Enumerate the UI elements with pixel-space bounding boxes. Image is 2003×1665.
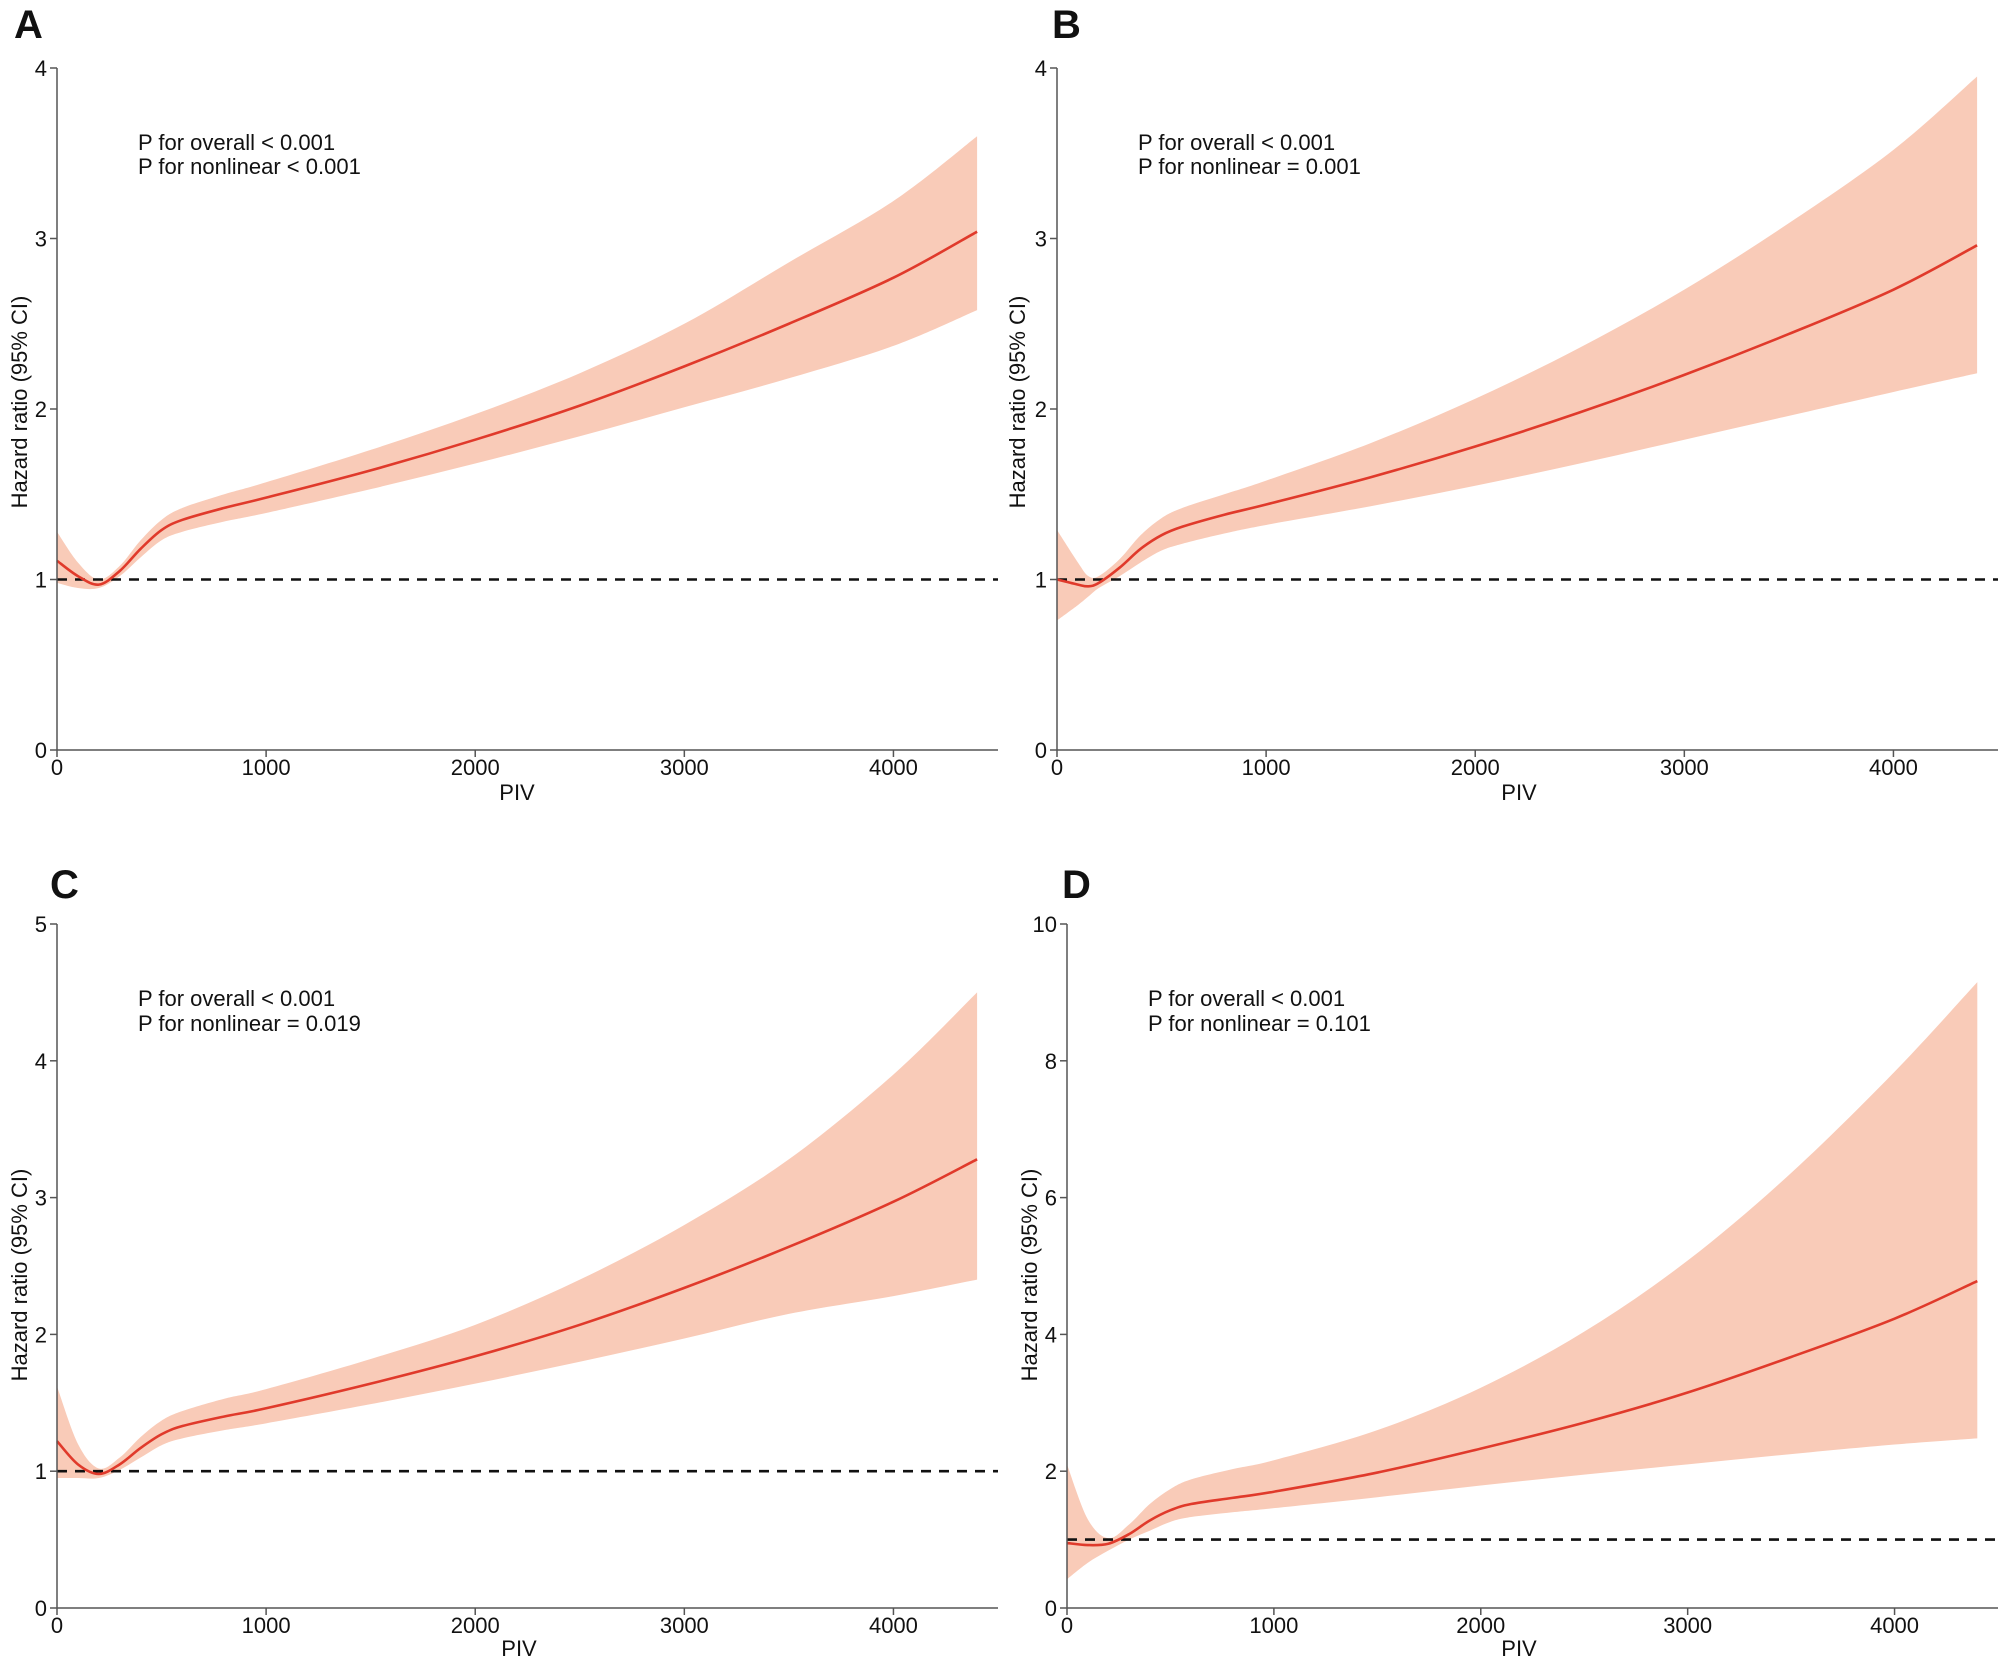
panel-label: B	[1052, 3, 1081, 47]
x-tick-label: 2000	[451, 755, 500, 780]
x-tick-label: 0	[51, 755, 63, 780]
panel-label: D	[1062, 863, 1091, 907]
x-tick-label: 3000	[660, 1613, 709, 1638]
panel-label: C	[50, 863, 79, 907]
panel-b: 0 1 2 3 4 0 1000 2000 3000 4000 B P for overall <…	[1005, 3, 1998, 805]
x-tick-label: 0	[51, 1613, 63, 1638]
y-tick-label: 0	[1045, 1596, 1057, 1621]
x-tick-label: 2000	[451, 1613, 500, 1638]
axes: 0 1 2 3 4 0 1000 2000 3000 4000	[1035, 56, 1998, 780]
y-tick-label: 0	[35, 738, 47, 763]
ci-band	[57, 992, 978, 1479]
y-axis-title: Hazard ratio (95% CI)	[1005, 296, 1030, 509]
x-tick-label: 4000	[869, 1613, 918, 1638]
y-axis-title: Hazard ratio (95% CI)	[1017, 1169, 1042, 1382]
x-tick-label: 0	[1051, 755, 1063, 780]
hazard-curve	[56, 230, 978, 586]
panel-d: 0 2 4 6 8 10 0 1000 2000 3000 4000 D P for overall…	[1017, 863, 1998, 1661]
y-tick-label: 2	[35, 1322, 47, 1347]
x-tick-label: 4000	[869, 755, 918, 780]
ci-band	[1057, 76, 1978, 621]
x-axis-title: PIV	[1501, 780, 1537, 805]
x-tick-label: 0	[1061, 1613, 1073, 1638]
y-tick-label: 4	[1045, 1322, 1057, 1347]
y-tick-label: 2	[1045, 1459, 1057, 1484]
y-tick-label: 0	[1035, 738, 1047, 763]
x-tick-label: 3000	[1663, 1613, 1712, 1638]
x-tick-label: 2000	[1451, 755, 1500, 780]
y-tick-label: 5	[35, 912, 47, 937]
panel-c: 0 1 2 3 4 5 0 1000 2000 3000 4000 C P for overall …	[7, 863, 998, 1661]
y-tick-label: 8	[1045, 1049, 1057, 1074]
y-tick-label: 2	[35, 397, 47, 422]
y-tick-label: 10	[1033, 912, 1057, 937]
y-tick-label: 3	[35, 1186, 47, 1211]
p-overall-annotation: P for overall < 0.001	[138, 130, 335, 155]
x-tick-label: 3000	[660, 755, 709, 780]
x-axis-title: PIV	[1501, 1636, 1537, 1661]
x-tick-label: 1000	[1242, 755, 1291, 780]
axes: 0 2 4 6 8 10 0 1000 2000 3000 4000	[1033, 912, 1998, 1638]
y-tick-label: 1	[35, 1459, 47, 1484]
y-tick-label: 4	[35, 1049, 47, 1074]
ci-band	[57, 136, 978, 590]
p-nonlinear-annotation: P for nonlinear = 0.019	[138, 1011, 361, 1036]
p-nonlinear-annotation: P for nonlinear < 0.001	[138, 154, 361, 179]
y-axis-title: Hazard ratio (95% CI)	[7, 1169, 32, 1382]
hazard-curve	[1066, 1279, 1978, 1547]
x-tick-label: 1000	[1249, 1613, 1298, 1638]
p-nonlinear-annotation: P for nonlinear = 0.001	[1138, 154, 1361, 179]
x-tick-label: 4000	[1869, 755, 1918, 780]
x-tick-label: 3000	[1660, 755, 1709, 780]
y-tick-label: 6	[1045, 1186, 1057, 1211]
x-tick-label: 1000	[242, 1613, 291, 1638]
p-overall-annotation: P for overall < 0.001	[1138, 130, 1335, 155]
y-tick-label: 4	[35, 56, 47, 81]
p-nonlinear-annotation: P for nonlinear = 0.101	[1148, 1011, 1371, 1036]
y-tick-label: 4	[1035, 56, 1047, 81]
ci-band	[1067, 982, 1978, 1580]
p-overall-annotation: P for overall < 0.001	[138, 986, 335, 1011]
y-tick-label: 1	[35, 568, 47, 593]
y-axis-title: Hazard ratio (95% CI)	[7, 296, 32, 509]
y-tick-label: 0	[35, 1596, 47, 1621]
x-tick-label: 4000	[1870, 1613, 1919, 1638]
y-tick-label: 2	[1035, 397, 1047, 422]
hazard-curve	[1056, 244, 1978, 588]
panel-a: 0 1 2 3 4 0 1000 2000 3000 4000 A P for overall <…	[7, 3, 998, 805]
x-axis-title: PIV	[499, 780, 535, 805]
axes: 0 1 2 3 4 5 0 1000 2000 3000 4000	[35, 912, 998, 1638]
panel-label: A	[14, 3, 43, 47]
y-tick-label: 3	[1035, 227, 1047, 252]
hazard-curve	[56, 1158, 978, 1476]
y-tick-label: 3	[35, 227, 47, 252]
x-axis-title: PIV	[501, 1636, 537, 1661]
axes: 0 1 2 3 4 0 1000 2000 3000 4000	[35, 56, 998, 780]
y-tick-label: 1	[1035, 568, 1047, 593]
x-tick-label: 1000	[242, 755, 291, 780]
x-tick-label: 2000	[1456, 1613, 1505, 1638]
p-overall-annotation: P for overall < 0.001	[1148, 986, 1345, 1011]
